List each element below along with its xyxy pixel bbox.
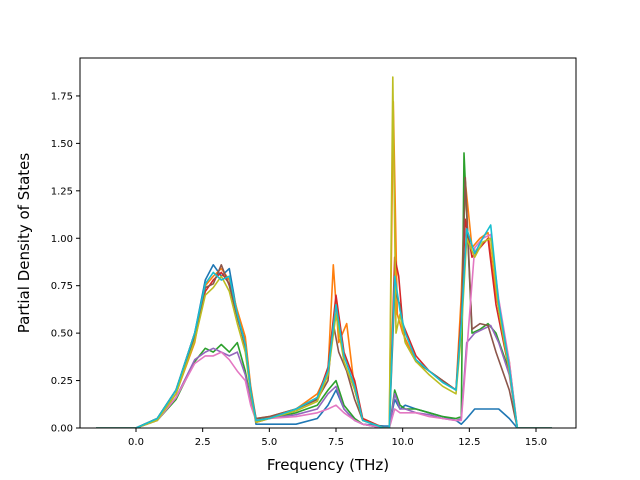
series-line-6 [96,176,552,428]
y-tick-label: 1.50 [51,139,73,150]
series-line-7 [96,233,552,428]
x-tick-label: 7.5 [328,437,344,448]
x-tick-label: 0.0 [128,437,144,448]
x-tick-label: 5.0 [261,437,277,448]
y-tick-label: 1.25 [51,186,73,197]
y-axis-label: Partial Density of States [15,153,33,334]
y-tick-label: 0.50 [51,329,73,340]
x-tick-label: 2.5 [195,437,211,448]
y-tick-label: 0.75 [51,281,73,292]
x-tick-label: 15.0 [525,437,547,448]
x-axis-label: Frequency (THz) [267,456,389,474]
y-tick-label: 0.25 [51,376,73,387]
x-tick-label: 10.0 [392,437,414,448]
x-axis: 0.0 2.5 5.0 7.5 10.0 12.5 15.0 [128,428,547,448]
y-tick-label: 0.00 [51,424,73,435]
plot-frame [79,57,577,429]
series-layer [96,76,552,428]
y-tick-label: 1.00 [51,234,73,245]
y-axis: 0.00 0.25 0.50 0.75 1.00 1.25 1.50 1.75 [51,91,80,435]
series-line-9 [96,224,552,428]
y-tick-label: 1.75 [51,91,73,102]
x-tick-label: 12.5 [458,437,480,448]
